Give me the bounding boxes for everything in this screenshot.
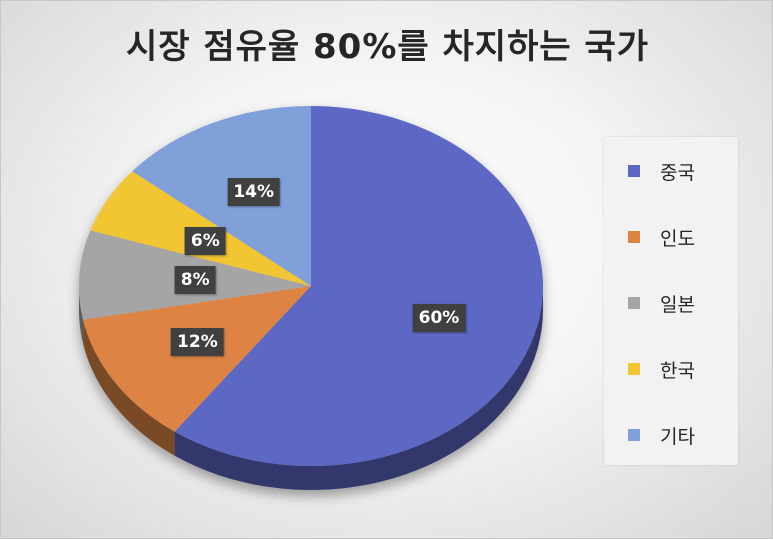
legend-item-2: 인도 <box>628 225 695 250</box>
pie-slice-2 <box>83 286 311 432</box>
data-label-4: 6% <box>184 226 226 255</box>
legend-swatch-5 <box>628 429 640 441</box>
data-label-2: 12% <box>171 327 224 356</box>
legend-item-5: 기타 <box>628 423 695 448</box>
legend-item-3: 일본 <box>628 291 695 316</box>
data-label-1: 60% <box>412 304 466 333</box>
pie-slice-1 <box>174 106 544 467</box>
legend-item-1: 중국 <box>628 159 695 184</box>
legend-swatch-3 <box>628 297 640 309</box>
pie-side-1 <box>174 286 543 490</box>
legend-label-3: 일본 <box>660 293 695 316</box>
legend-swatch-1 <box>628 165 640 177</box>
legend-label-1: 중국 <box>660 161 695 184</box>
legend-label-2: 인도 <box>660 227 695 250</box>
pie-side-2 <box>83 319 175 456</box>
legend-label-5: 기타 <box>660 425 695 448</box>
pie-side-walls <box>79 286 543 490</box>
legend-swatch-4 <box>628 363 640 375</box>
pie-slice-5 <box>132 106 311 286</box>
data-label-3: 8% <box>174 266 216 295</box>
legend-label-4: 한국 <box>660 359 695 382</box>
pie-side-3 <box>79 286 84 344</box>
legend-swatch-2 <box>628 231 640 243</box>
legend-item-4: 한국 <box>628 357 695 382</box>
data-label-5: 14% <box>227 177 281 206</box>
pie-top <box>78 106 544 467</box>
chart-title: 시장 점유율 80%를 차지하는 국가 <box>125 27 650 67</box>
